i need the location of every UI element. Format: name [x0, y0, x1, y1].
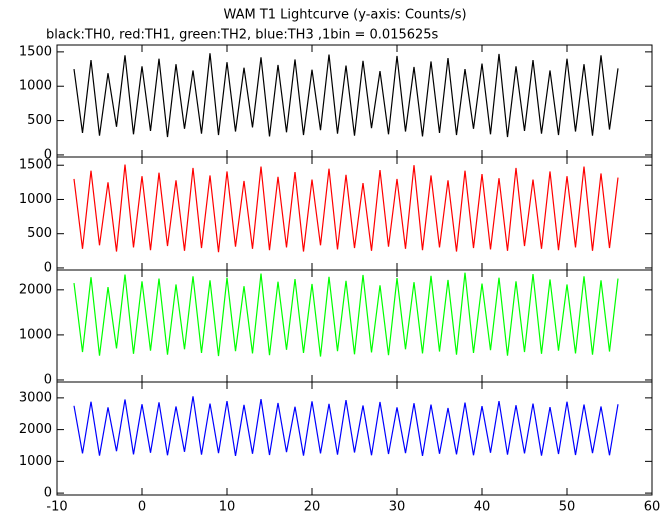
- x-tick-label: 60: [644, 500, 661, 515]
- y-tick-label: 0: [44, 147, 52, 162]
- series-line: [73, 396, 619, 457]
- y-tick-label: 1000: [19, 79, 52, 94]
- x-tick-label: 10: [219, 500, 236, 515]
- y-tick-label: 1500: [19, 44, 52, 59]
- y-tick-label: 2000: [19, 422, 52, 437]
- series-line: [73, 53, 619, 138]
- chart-subtitle: black:TH0, red:TH1, green:TH2, blue:TH3 …: [46, 28, 439, 43]
- y-tick-label: 1500: [19, 158, 52, 173]
- y-tick-label: 2000: [19, 282, 52, 297]
- y-tick-label: 1000: [19, 327, 52, 342]
- y-tick-label: 500: [27, 113, 52, 128]
- x-tick-label: 40: [474, 500, 491, 515]
- chart-title: WAM T1 Lightcurve (y-axis: Counts/s): [223, 8, 466, 23]
- x-tick-label: 30: [389, 500, 406, 515]
- plot-frame: [56, 381, 653, 496]
- y-tick-label: 3000: [19, 390, 52, 405]
- series-line: [73, 272, 619, 357]
- y-tick-label: 1000: [19, 454, 52, 469]
- y-tick-label: 0: [44, 372, 52, 387]
- y-tick-label: 500: [27, 226, 52, 241]
- y-tick-label: 0: [44, 486, 52, 501]
- series-line: [73, 164, 619, 253]
- x-tick-label: -10: [46, 500, 67, 515]
- x-tick-label: 50: [559, 500, 576, 515]
- x-tick-label: 20: [304, 500, 321, 515]
- y-tick-label: 0: [44, 260, 52, 275]
- x-tick-label: 0: [138, 500, 146, 515]
- plot-frame: [56, 269, 653, 383]
- y-tick-label: 1000: [19, 192, 52, 207]
